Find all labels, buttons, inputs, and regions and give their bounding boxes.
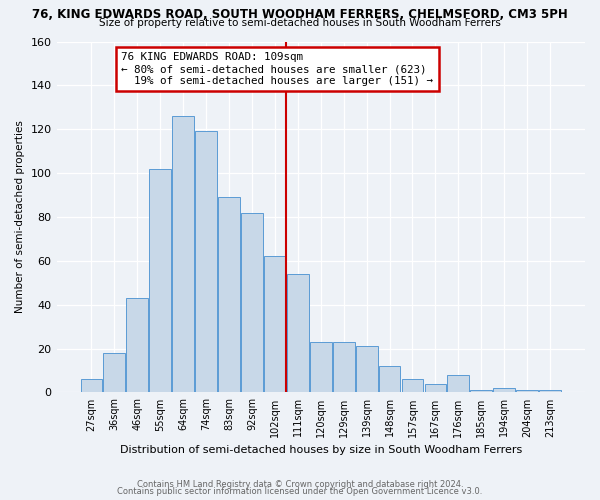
Text: Contains HM Land Registry data © Crown copyright and database right 2024.: Contains HM Land Registry data © Crown c…	[137, 480, 463, 489]
Bar	[379, 366, 400, 392]
Bar	[241, 212, 263, 392]
Bar	[493, 388, 515, 392]
Bar	[195, 132, 217, 392]
Text: 76 KING EDWARDS ROAD: 109sqm
← 80% of semi-detached houses are smaller (623)
  1: 76 KING EDWARDS ROAD: 109sqm ← 80% of se…	[121, 52, 433, 86]
Bar	[425, 384, 446, 392]
Bar	[470, 390, 492, 392]
Text: 76, KING EDWARDS ROAD, SOUTH WOODHAM FERRERS, CHELMSFORD, CM3 5PH: 76, KING EDWARDS ROAD, SOUTH WOODHAM FER…	[32, 8, 568, 20]
Bar	[310, 342, 332, 392]
Text: Contains public sector information licensed under the Open Government Licence v3: Contains public sector information licen…	[118, 487, 482, 496]
Bar	[333, 342, 355, 392]
Bar	[218, 197, 240, 392]
Bar	[287, 274, 309, 392]
Bar	[80, 380, 103, 392]
Bar	[401, 380, 424, 392]
X-axis label: Distribution of semi-detached houses by size in South Woodham Ferrers: Distribution of semi-detached houses by …	[119, 445, 522, 455]
Bar	[127, 298, 148, 392]
Bar	[516, 390, 538, 392]
Bar	[149, 168, 171, 392]
Bar	[264, 256, 286, 392]
Bar	[539, 390, 561, 392]
Bar	[172, 116, 194, 392]
Y-axis label: Number of semi-detached properties: Number of semi-detached properties	[15, 120, 25, 314]
Bar	[448, 375, 469, 392]
Text: Size of property relative to semi-detached houses in South Woodham Ferrers: Size of property relative to semi-detach…	[99, 18, 501, 28]
Bar	[103, 353, 125, 393]
Bar	[356, 346, 377, 393]
